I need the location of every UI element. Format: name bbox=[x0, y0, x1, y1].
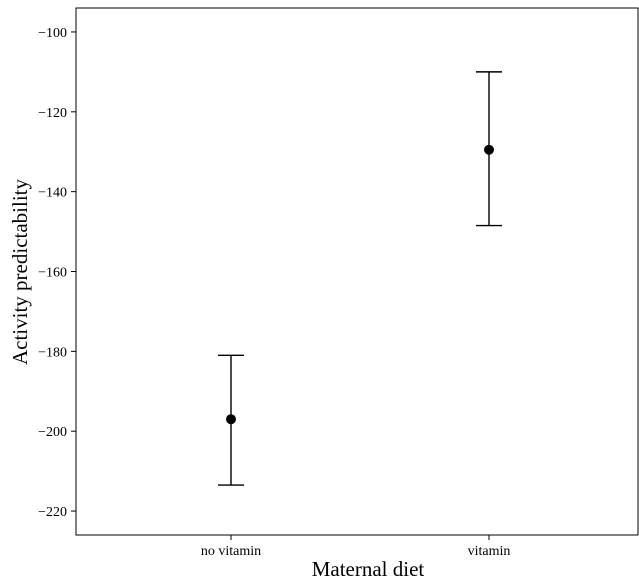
data-point bbox=[226, 414, 236, 425]
y-tick-label: −160 bbox=[38, 266, 67, 281]
x-tick-label: vitamin bbox=[468, 544, 511, 559]
y-axis: −100 −120 −140 −160 −180 −200 −220 bbox=[38, 26, 76, 520]
y-tick-label: −200 bbox=[38, 425, 67, 440]
x-tick-label: no vitamin bbox=[201, 544, 261, 559]
y-axis-title: Activity predictability bbox=[8, 178, 32, 365]
y-tick-label: −120 bbox=[38, 106, 67, 121]
data-point bbox=[484, 144, 494, 155]
y-tick-label: −140 bbox=[38, 186, 67, 201]
y-tick-label: −100 bbox=[38, 26, 67, 41]
x-axis: no vitamin vitamin bbox=[201, 535, 511, 559]
y-tick-label: −220 bbox=[38, 505, 67, 520]
plot-frame bbox=[75, 7, 639, 536]
x-axis-title: Maternal diet bbox=[312, 557, 425, 581]
plot-background bbox=[76, 8, 638, 535]
y-tick-label: −180 bbox=[38, 345, 67, 360]
chart-marks bbox=[218, 71, 502, 486]
